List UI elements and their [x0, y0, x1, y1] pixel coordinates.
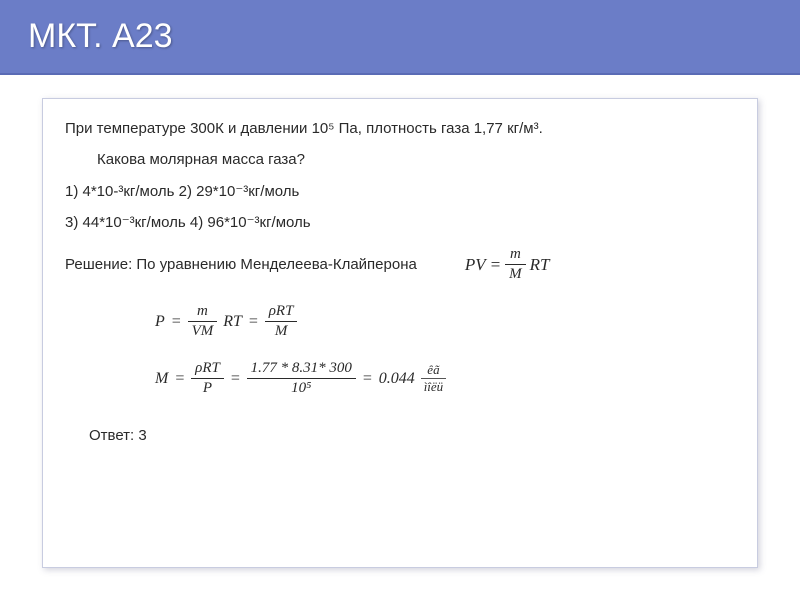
derivation-row: P = m VM RT = ρRT M — [155, 303, 735, 340]
feq2: = — [230, 370, 241, 388]
answer-line: Ответ: 3 — [65, 427, 735, 444]
problem-line-2: Какова молярная масса газа? — [65, 148, 735, 171]
eq-tail: RT — [530, 255, 550, 275]
ffrac1-den: P — [191, 379, 224, 397]
ffrac2-den: 10⁵ — [247, 379, 356, 397]
frac2-den: M — [265, 322, 298, 340]
eq-sign: = — [490, 255, 501, 275]
feq3: = — [362, 370, 373, 388]
problem-text-1: При температуре 300К и давлении 10⁵ Па, … — [65, 120, 543, 137]
unit-frac: êã ìîëü — [421, 362, 447, 395]
formula-pv: PV = m M RT — [465, 246, 550, 283]
ffrac1-num: ρRT — [191, 360, 224, 379]
eq1: = — [171, 313, 182, 331]
ffrac-1: ρRT P — [191, 360, 224, 397]
sym-M: M — [155, 370, 168, 388]
frac1-num: m — [188, 303, 218, 322]
feq1: = — [174, 370, 185, 388]
eq2: = — [248, 313, 259, 331]
ffrac-2: 1.77 * 8.31* 300 10⁵ — [247, 360, 356, 397]
content-frame: При температуре 300К и давлении 10⁵ Па, … — [42, 98, 758, 568]
problem-line-1: При температуре 300К и давлении 10⁵ Па, … — [65, 117, 735, 140]
unit-top: êã — [421, 362, 447, 379]
page-title: МКТ. А23 — [28, 17, 173, 56]
options-line-1: 1) 4*10-³кг/моль 2) 29*10⁻³кг/моль — [65, 180, 735, 203]
frac-num: m — [505, 246, 526, 265]
options-line-2: 3) 44*10⁻³кг/моль 4) 96*10⁻³кг/моль — [65, 211, 735, 234]
frac-den: M — [505, 265, 526, 283]
rt1: RT — [223, 313, 242, 331]
frac-2: ρRT M — [265, 303, 298, 340]
sym-P: P — [155, 313, 165, 331]
final-row: M = ρRT P = 1.77 * 8.31* 300 10⁵ = 0.044… — [155, 360, 735, 397]
eq-lhs: PV — [465, 255, 486, 275]
frac2-num: ρRT — [265, 303, 298, 322]
unit-bot: ìîëü — [421, 379, 447, 395]
header-bar: МКТ. А23 — [0, 0, 800, 75]
result-val: 0.044 — [379, 370, 415, 388]
frac-1: m VM — [188, 303, 218, 340]
frac1-den: VM — [188, 322, 218, 340]
solution-heading-row: Решение: По уравнению Менделеева-Клайпер… — [65, 246, 735, 283]
ffrac2-num: 1.77 * 8.31* 300 — [247, 360, 356, 379]
frac-m-over-M: m M — [505, 246, 526, 283]
solution-label: Решение: По уравнению Менделеева-Клайпер… — [65, 256, 417, 273]
